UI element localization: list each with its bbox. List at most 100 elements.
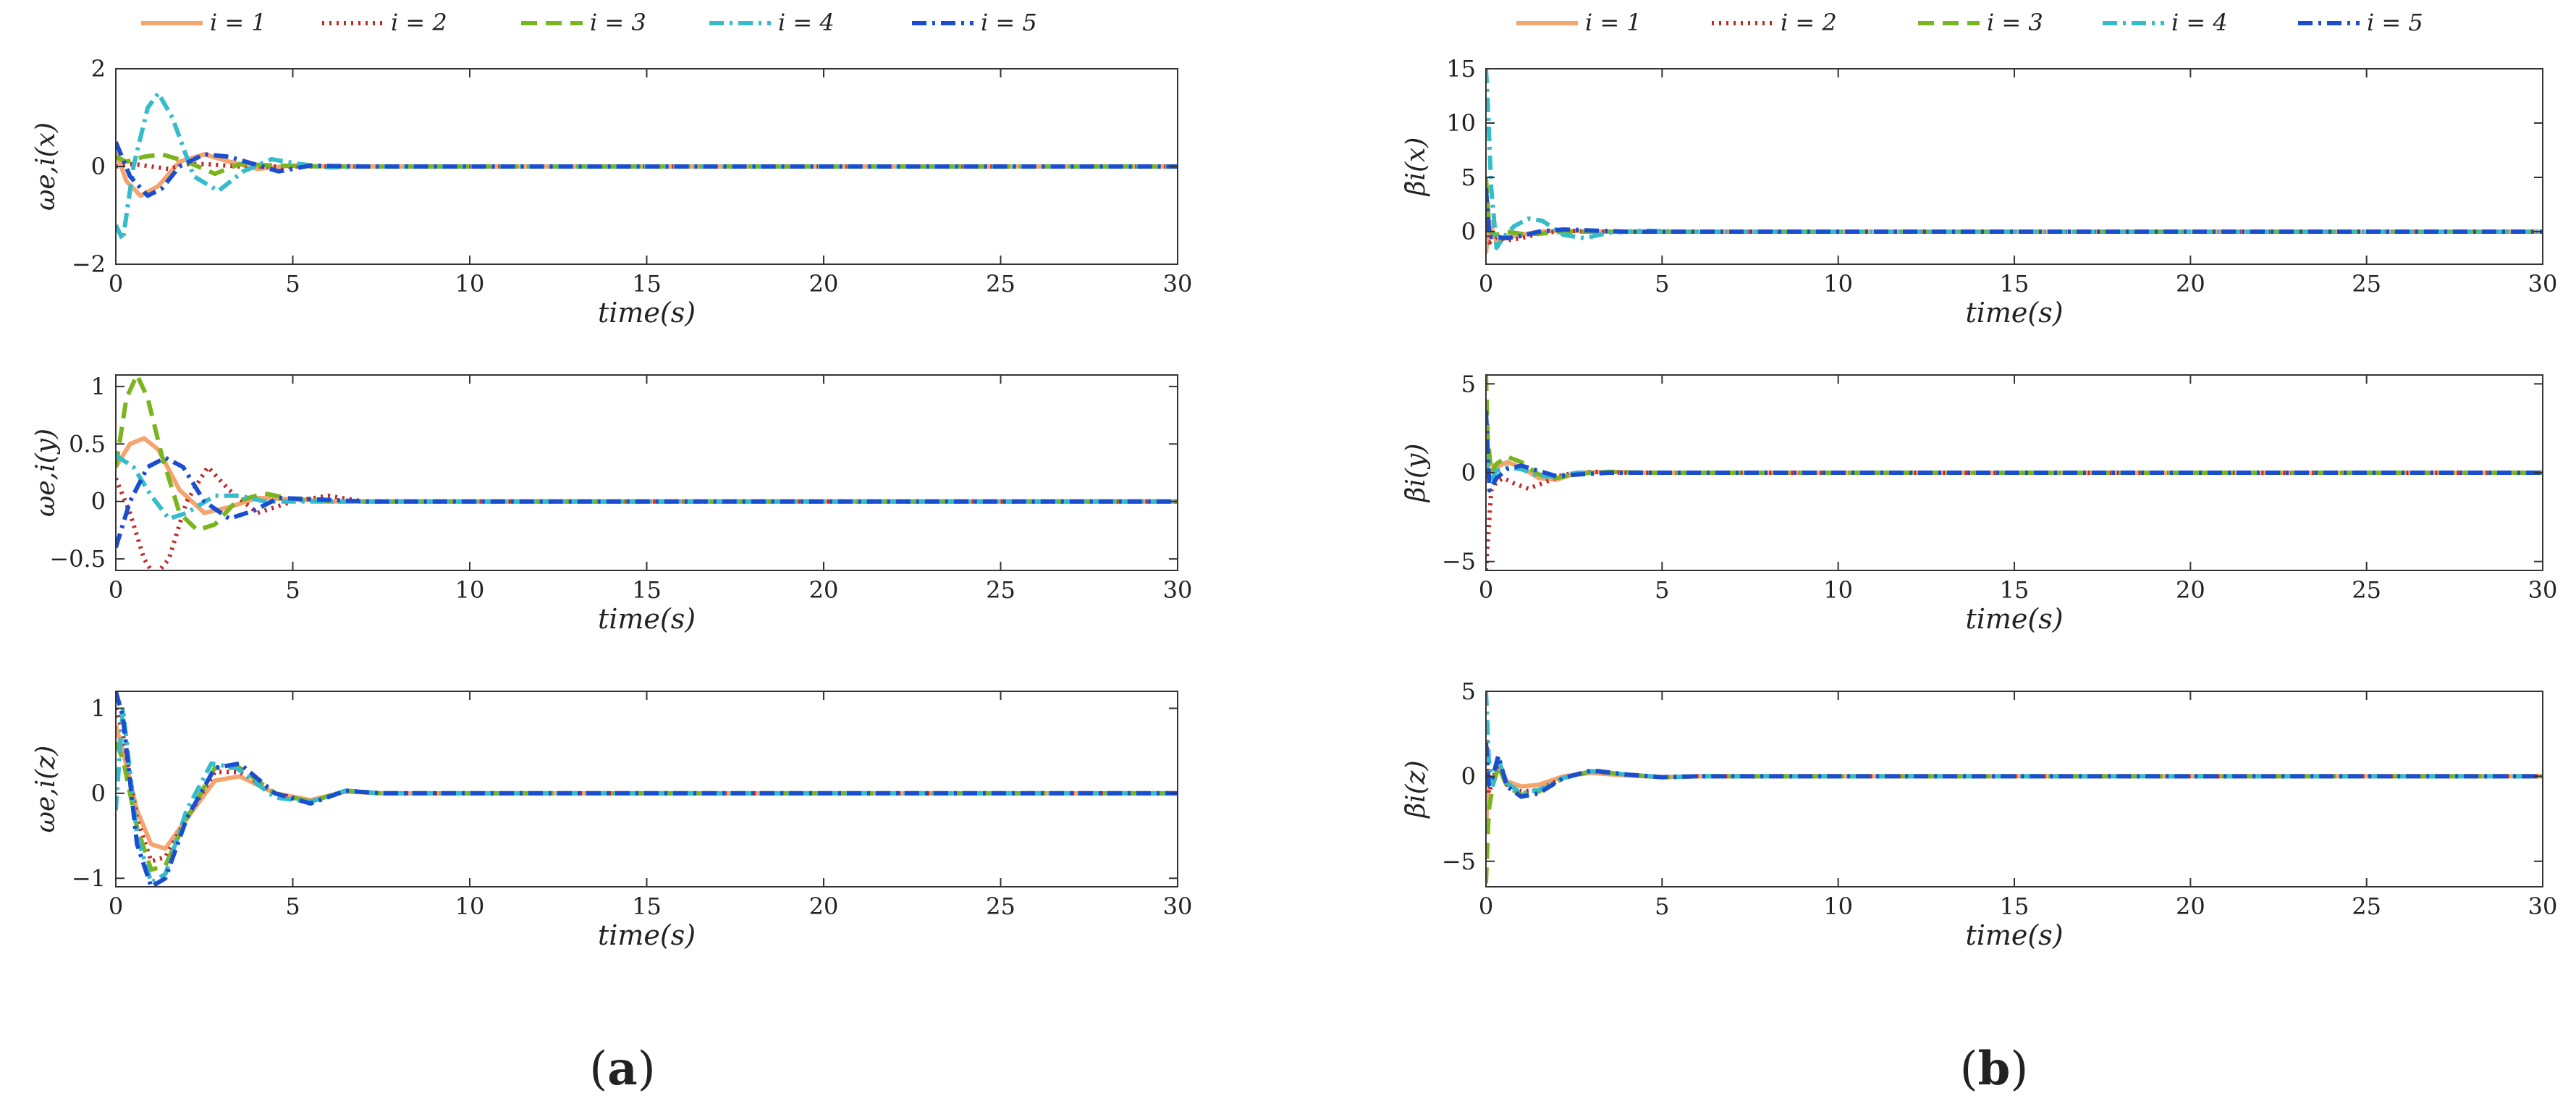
axes-frame — [115, 691, 1178, 887]
x-tick-label: 25 — [986, 270, 1015, 298]
x-tick-label: 15 — [632, 270, 662, 298]
y-tick-label: −0.5 — [49, 545, 106, 573]
legend-entry-3: i = 3 — [1987, 9, 2043, 36]
legend-entry-2: i = 2 — [391, 9, 447, 36]
x-axis-label: time(s) — [1965, 297, 2063, 329]
series-line-4 — [116, 453, 1178, 521]
series-line-3 — [116, 152, 1178, 177]
y-tick-label: 5 — [1461, 164, 1476, 191]
x-tick-label: 20 — [2176, 576, 2205, 604]
x-tick-label: 10 — [1823, 576, 1853, 604]
panel-label-b: (b) — [1960, 1042, 2029, 1096]
y-tick-label: −1 — [72, 864, 106, 892]
x-tick-label: 15 — [632, 893, 662, 920]
series-line-5 — [116, 141, 1178, 198]
series-line-2 — [1486, 725, 2543, 796]
x-tick-label: 25 — [986, 893, 1015, 920]
x-tick-label: 30 — [1163, 576, 1193, 604]
x-tick-label: 30 — [2528, 893, 2558, 920]
y-tick-label: −2 — [72, 250, 106, 278]
x-tick-label: 10 — [1823, 893, 1853, 920]
series-line-3 — [1486, 764, 2543, 884]
y-axis-label: ωe,i(y) — [31, 429, 61, 517]
series-line-4 — [1486, 691, 2543, 796]
x-tick-label: 20 — [2176, 893, 2205, 920]
axes-frame — [1485, 691, 2543, 887]
x-tick-label: 0 — [1479, 270, 1493, 298]
series-line-5 — [1486, 187, 2543, 240]
y-tick-label: 0 — [91, 488, 106, 515]
series-line-4 — [1486, 455, 2543, 484]
series-line-3 — [1486, 375, 2543, 481]
x-tick-label: 25 — [2352, 576, 2381, 604]
series-line-5 — [1486, 410, 2543, 493]
y-tick-label: 15 — [1446, 55, 1476, 83]
y-tick-label: −5 — [1442, 548, 1476, 575]
series-line-1 — [116, 725, 1178, 851]
x-tick-label: 15 — [2000, 893, 2030, 920]
x-tick-label: 20 — [809, 270, 839, 298]
series-line-2 — [1486, 198, 2543, 245]
x-tick-label: 0 — [1479, 893, 1493, 920]
series-line-2 — [116, 707, 1178, 864]
panel-label-a: (a) — [589, 1042, 655, 1096]
legend-entry-1: i = 1 — [1585, 9, 1642, 36]
y-tick-label: 1 — [91, 694, 106, 722]
x-tick-label: 20 — [809, 893, 839, 920]
legend-entry-4: i = 4 — [778, 9, 835, 36]
y-axis-label: β̄i(y) — [1401, 444, 1431, 504]
series-line-4 — [1486, 69, 2543, 250]
x-tick-label: 0 — [1479, 576, 1493, 604]
x-tick-label: 0 — [109, 893, 123, 920]
y-tick-label: 2 — [91, 55, 106, 83]
series-line-3 — [1486, 177, 2543, 237]
x-tick-label: 5 — [285, 270, 300, 298]
x-tick-label: 5 — [1655, 576, 1669, 604]
y-tick-label: 0 — [91, 153, 106, 180]
x-tick-label: 5 — [285, 893, 300, 920]
series-line-5 — [116, 455, 1178, 549]
x-tick-label: 0 — [109, 270, 123, 298]
series-line-5 — [1486, 742, 2543, 799]
legend-a: i = 1 i = 2 i = 3 i = 4 i = 5 — [141, 9, 1037, 36]
x-axis-label: time(s) — [1965, 603, 2063, 635]
x-tick-label: 5 — [1655, 893, 1669, 920]
axes-frame — [1485, 68, 2543, 265]
x-tick-label: 25 — [2352, 893, 2381, 920]
y-tick-label: 0 — [1461, 459, 1476, 486]
y-tick-label: 0.5 — [69, 430, 106, 457]
series-line-3 — [116, 741, 1178, 872]
x-tick-label: 20 — [809, 576, 839, 604]
x-tick-label: 10 — [455, 270, 485, 298]
legend-entry-5: i = 5 — [2367, 9, 2423, 36]
x-axis-label: time(s) — [598, 297, 696, 329]
legend-entry-3: i = 3 — [590, 9, 646, 36]
series-line-4 — [116, 706, 1178, 885]
x-axis-label: time(s) — [1965, 919, 2063, 951]
x-tick-label: 30 — [2528, 270, 2558, 298]
x-tick-label: 10 — [1823, 270, 1853, 298]
y-axis-label: β̄i(z) — [1401, 760, 1431, 819]
series-line-1 — [1486, 219, 2543, 254]
y-tick-label: 0 — [91, 780, 106, 807]
y-tick-label: 0 — [1461, 762, 1476, 790]
x-tick-label: 30 — [1163, 893, 1193, 920]
series-line-5 — [116, 691, 1178, 887]
x-tick-label: 10 — [455, 576, 485, 604]
x-tick-label: 15 — [632, 576, 662, 604]
y-axis-label: ωe,i(z) — [31, 746, 61, 833]
x-tick-label: 30 — [1163, 270, 1193, 298]
x-tick-label: 5 — [285, 576, 300, 604]
x-tick-label: 30 — [2528, 576, 2558, 604]
legend-entry-4: i = 4 — [2171, 9, 2228, 36]
x-tick-label: 15 — [2000, 576, 2030, 604]
y-tick-label: 5 — [1461, 678, 1476, 705]
legend-entry-2: i = 2 — [1781, 9, 1837, 36]
legend-entry-1: i = 1 — [210, 9, 266, 36]
